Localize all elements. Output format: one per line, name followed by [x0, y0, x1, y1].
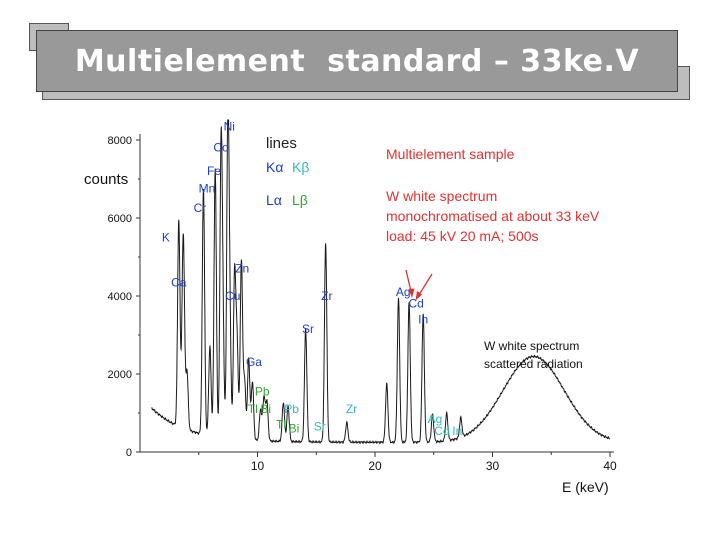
legend-lb: Lβ: [292, 192, 308, 208]
element-label: Ga: [246, 355, 262, 369]
element-label: Bi: [260, 402, 271, 416]
sample-info-line2: monochromatised at about 33 keV: [386, 208, 600, 224]
scatter-note-line2: scattered radiation: [484, 357, 583, 371]
element-label: Cu: [225, 289, 240, 303]
title-box: Multielement standard – 33ke.V: [29, 23, 678, 92]
element-label: Tl: [276, 418, 286, 432]
pointer-arrows: [405, 269, 433, 301]
element-label: Sr: [314, 420, 326, 434]
sample-info-line3: load: 45 kV 20 mA; 500s: [386, 228, 539, 244]
scatter-note-line1: W white spectrum: [484, 339, 579, 353]
element-label: Zr: [321, 289, 332, 303]
x-ticks: 10 20 30 40: [198, 452, 617, 473]
y-tick-label: 2000: [108, 369, 132, 381]
scatter-note: W white spectrum scattered radiation: [484, 339, 583, 371]
chart-axes: 0 2000 4000 6000 8000 10 20 30 40: [108, 134, 617, 473]
element-label: Ag: [396, 285, 411, 299]
element-label: Pb: [255, 384, 270, 398]
element-label: Ni: [224, 119, 235, 133]
element-label: K: [162, 230, 170, 244]
y-tick-label: 0: [126, 447, 132, 459]
legend-heading: lines: [266, 135, 297, 152]
element-label: Cd: [408, 297, 423, 311]
element-label: In: [452, 424, 462, 438]
x-axis-label: E (keV): [562, 479, 609, 495]
arrow-right-head: [415, 291, 422, 301]
element-label: Zn: [235, 262, 249, 276]
y-axis-label: counts: [84, 171, 128, 188]
legend-ka: Kα: [266, 159, 283, 175]
legend-kb: Kβ: [292, 159, 309, 175]
x-tick-label: 20: [368, 459, 382, 473]
x-tick-label: 40: [603, 459, 617, 473]
slide-title: Multielement standard – 33ke.V: [74, 43, 640, 79]
element-label: Zr: [346, 402, 357, 416]
arrow-left-head: [408, 288, 415, 298]
element-label: Sr: [302, 322, 314, 336]
legend-la: Lα: [266, 192, 282, 208]
y-tick-label: 6000: [108, 213, 132, 225]
y-tick-label: 4000: [108, 291, 132, 303]
sample-info-line1: W white spectrum: [386, 188, 497, 204]
element-label: Tl: [248, 402, 258, 416]
sample-info: Multielement sample W white spectrum mon…: [386, 146, 600, 244]
x-tick-label: 10: [251, 459, 265, 473]
element-label: In: [418, 312, 428, 326]
x-tick-label: 30: [486, 459, 500, 473]
element-label: Fe: [207, 164, 221, 178]
spectrum-line: [151, 119, 611, 445]
element-label: Cd: [434, 424, 449, 438]
sample-info-title: Multielement sample: [386, 146, 515, 162]
element-label: Ag: [428, 412, 443, 426]
element-label: Co: [213, 141, 229, 155]
y-ticks: 0 2000 4000 6000 8000: [108, 135, 140, 459]
lines-legend: lines Kα Kβ Lα Lβ: [266, 135, 309, 208]
element-label: Mn: [199, 182, 216, 196]
element-label: Ca: [171, 275, 187, 289]
element-label: Pb: [284, 402, 299, 416]
element-label: Bi: [289, 422, 300, 436]
y-tick-label: 8000: [108, 135, 132, 147]
element-label: Cr: [194, 201, 207, 215]
